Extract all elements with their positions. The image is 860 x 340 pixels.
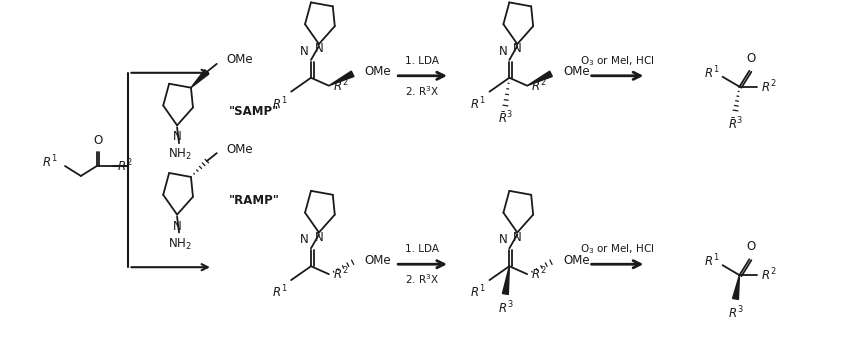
Text: $R^2$: $R^2$	[117, 158, 132, 174]
Text: $R^3$: $R^3$	[728, 305, 743, 322]
Text: O: O	[746, 52, 756, 65]
Text: $R^1$: $R^1$	[41, 154, 57, 170]
Text: "RAMP": "RAMP"	[229, 194, 280, 207]
Text: $R^2$: $R^2$	[531, 78, 547, 94]
Text: 1. LDA: 1. LDA	[405, 244, 439, 254]
Text: N: N	[513, 42, 522, 55]
Text: $\bar{R}^3$: $\bar{R}^3$	[728, 116, 743, 133]
Text: $R^1$: $R^1$	[272, 284, 287, 301]
Text: OMe: OMe	[563, 254, 590, 267]
Text: $R^1$: $R^1$	[470, 284, 486, 301]
Text: "SAMP": "SAMP"	[229, 105, 279, 118]
Text: $\bar{R}^3$: $\bar{R}^3$	[498, 110, 513, 127]
Text: $R^1$: $R^1$	[470, 96, 486, 112]
Text: $R^1$: $R^1$	[272, 96, 287, 112]
Text: OMe: OMe	[227, 53, 254, 66]
Text: 2. R$^3$X: 2. R$^3$X	[405, 272, 439, 286]
Text: N: N	[173, 130, 181, 143]
Text: $R^2$: $R^2$	[333, 78, 348, 94]
Text: $R^2$: $R^2$	[333, 266, 348, 283]
Text: OMe: OMe	[365, 65, 391, 78]
Text: N: N	[315, 231, 323, 243]
Text: $R^1$: $R^1$	[704, 65, 720, 81]
Text: N: N	[300, 45, 309, 58]
Polygon shape	[502, 266, 509, 294]
Text: N: N	[499, 233, 507, 246]
Text: OMe: OMe	[563, 65, 590, 78]
Text: $R^3$: $R^3$	[498, 300, 513, 317]
Polygon shape	[329, 71, 354, 86]
Text: OMe: OMe	[365, 254, 391, 267]
Polygon shape	[527, 71, 552, 86]
Text: OMe: OMe	[227, 143, 254, 156]
Text: O$_3$ or MeI, HCl: O$_3$ or MeI, HCl	[580, 242, 654, 256]
Text: 2. R$^3$X: 2. R$^3$X	[405, 84, 439, 98]
Text: N: N	[173, 220, 181, 233]
Text: N: N	[499, 45, 507, 58]
Text: N: N	[315, 42, 323, 55]
Text: $R^2$: $R^2$	[531, 266, 547, 283]
Text: O: O	[93, 134, 102, 147]
Text: 1. LDA: 1. LDA	[405, 56, 439, 66]
Text: N: N	[513, 231, 522, 243]
Polygon shape	[733, 275, 740, 300]
Polygon shape	[191, 70, 209, 88]
Text: $R^2$: $R^2$	[761, 79, 777, 95]
Text: O$_3$ or MeI, HCl: O$_3$ or MeI, HCl	[580, 54, 654, 68]
Text: $R^1$: $R^1$	[704, 253, 720, 270]
Text: N: N	[300, 233, 309, 246]
Text: O: O	[746, 240, 756, 253]
Text: $R^2$: $R^2$	[761, 267, 777, 284]
Text: NH$_2$: NH$_2$	[169, 236, 192, 252]
Text: NH$_2$: NH$_2$	[169, 147, 192, 162]
